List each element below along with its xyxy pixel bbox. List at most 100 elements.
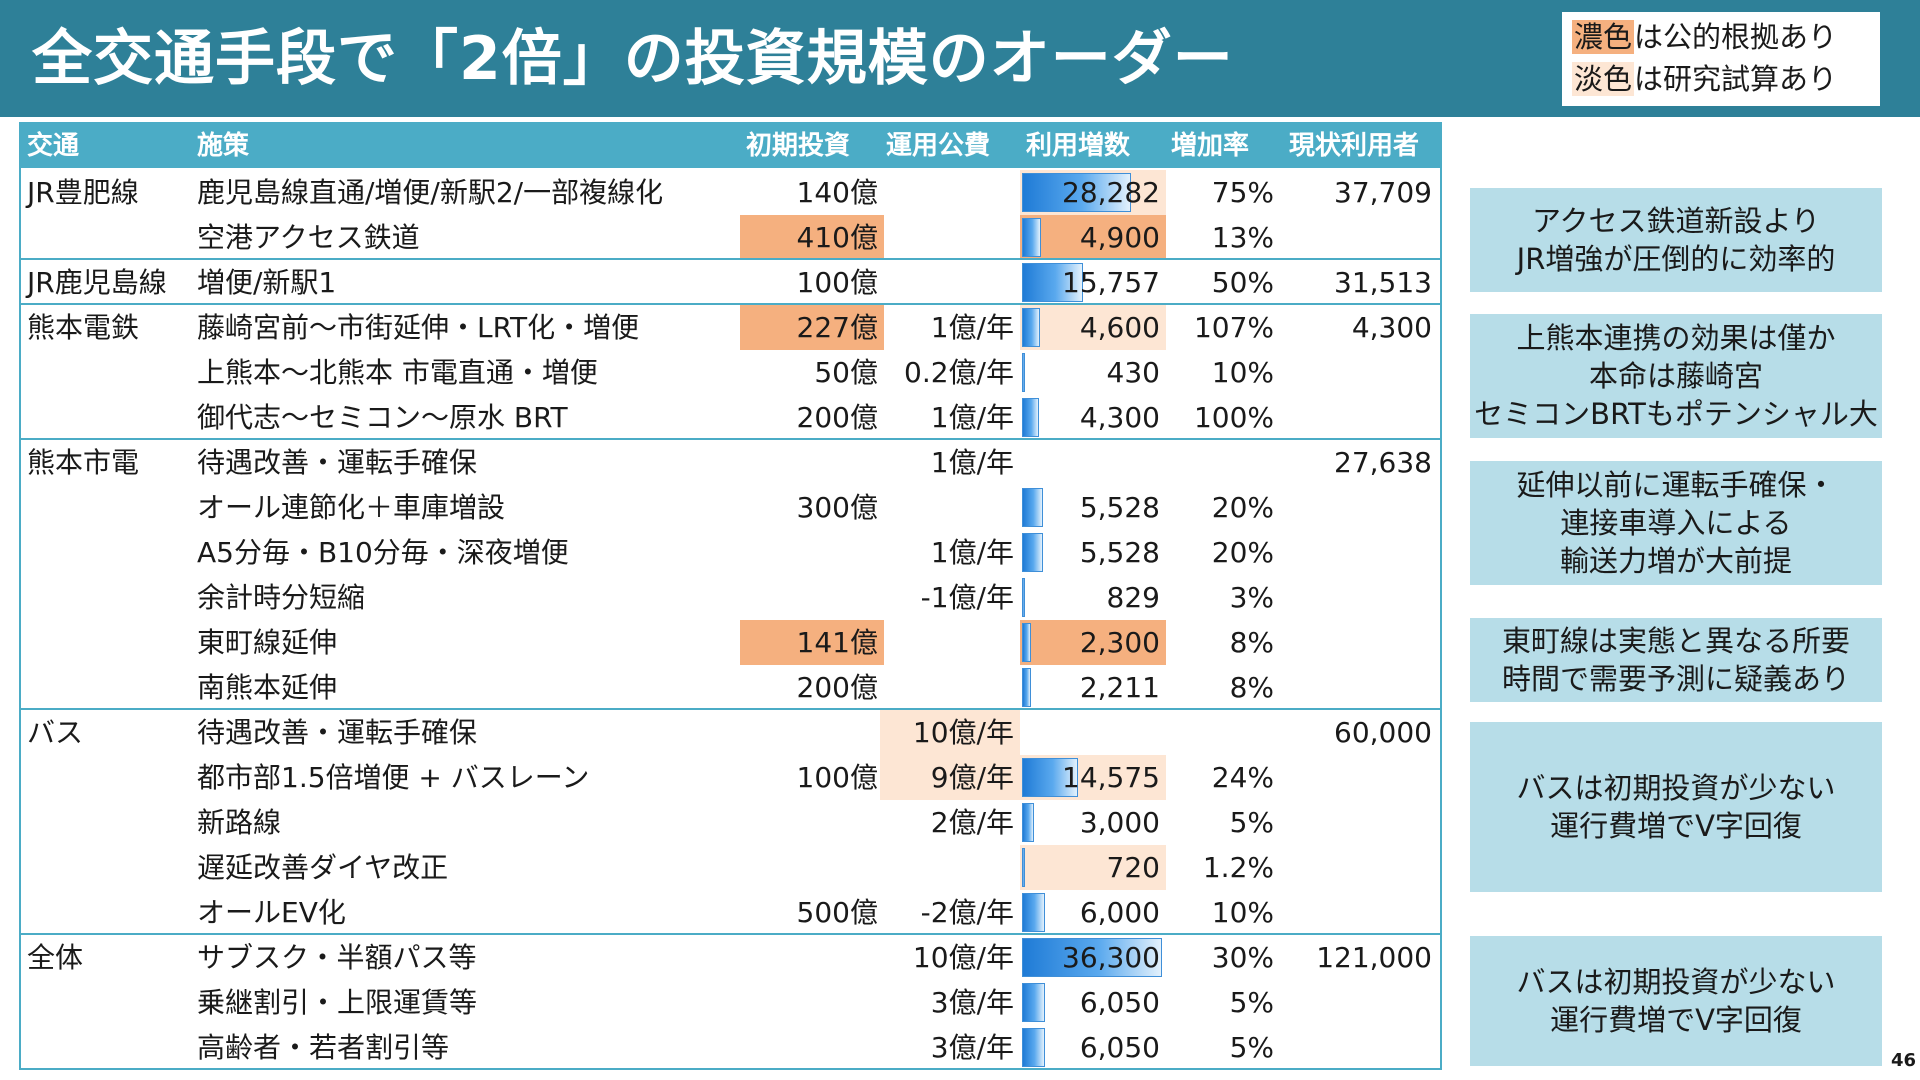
- policy-cell: オール連節化＋車庫増設: [197, 485, 505, 530]
- mode-cell-text: 熊本市電: [27, 446, 140, 479]
- policy-cell-text: 遅延改善ダイヤ改正: [197, 851, 449, 884]
- note-line: 運行費増でV字回復: [1550, 809, 1802, 843]
- mode-cell-text: JR鹿児島線: [27, 266, 167, 299]
- policy-cell: 東町線延伸: [197, 620, 337, 665]
- mode-cell-text: 熊本電鉄: [27, 311, 140, 344]
- table-row: 上熊本～北熊本 市電直通・増便 50億 0.2億/年 430 10%: [21, 350, 1440, 395]
- note-line: 輸送力増が大前提: [1559, 544, 1792, 578]
- user-increase-cell: 5,528: [1020, 530, 1166, 575]
- current-users-cell: [1280, 800, 1438, 845]
- policy-cell-text: 東町線延伸: [197, 626, 338, 659]
- group-divider: [21, 258, 1440, 260]
- user-increase-cell-text: 720: [1106, 851, 1160, 884]
- initial-investment-cell: 200億: [740, 395, 884, 440]
- operating-cost-cell-text: 1億/年: [930, 401, 1014, 434]
- policy-cell: 新路線: [197, 800, 281, 845]
- user-increase-bar: [1022, 398, 1039, 437]
- current-users-cell: [1280, 980, 1438, 1025]
- policy-cell-text: 待遇改善・運転手確保: [197, 446, 478, 479]
- policy-cell: A5分毎・B10分毎・深夜増便: [197, 530, 569, 575]
- table-row: JR豊肥線 鹿児島線直通/増便/新駅2/一部複線化 140億 28,282 75% 37,…: [21, 170, 1440, 215]
- current-users-cell: [1280, 620, 1438, 665]
- table-header: 交通 施策 初期投資 運用公費 利用増数 増加率 現状利用者: [21, 124, 1440, 168]
- group-divider: [21, 438, 1440, 440]
- initial-investment-cell-text: 410億: [796, 221, 878, 254]
- increase-rate-cell-text: 5%: [1229, 806, 1274, 839]
- operating-cost-cell-text: 2億/年: [930, 806, 1014, 839]
- policy-cell-text: 乗継割引・上限運賃等: [197, 986, 478, 1019]
- policy-cell: 増便/新駅1: [197, 260, 336, 305]
- operating-cost-cell: 10億/年: [880, 710, 1020, 755]
- table-row: オールEV化 500億 -2億/年 6,000 10%: [21, 890, 1440, 935]
- operating-cost-cell: 3億/年: [880, 980, 1020, 1025]
- increase-rate-cell: 50%: [1166, 260, 1280, 305]
- current-users-cell: [1280, 1025, 1438, 1070]
- policy-cell: 鹿児島線直通/増便/新駅2/一部複線化: [197, 170, 663, 215]
- policy-cell-text: A5分毎・B10分毎・深夜増便: [197, 536, 569, 569]
- note-line: 本命は藤崎宮: [1588, 359, 1763, 393]
- user-increase-bar: [1022, 218, 1041, 257]
- increase-rate-cell-text: 1.2%: [1202, 851, 1274, 884]
- page-title: 全交通手段で「2倍」の投資規模のオーダー: [32, 24, 1234, 94]
- increase-rate-cell-text: 13%: [1211, 221, 1274, 254]
- user-increase-cell-text: 28,282: [1062, 176, 1160, 209]
- user-increase-cell: [1020, 440, 1166, 485]
- table-row: 高齢者・若者割引等 3億/年 6,050 5%: [21, 1025, 1440, 1070]
- user-increase-cell-text: 2,300: [1079, 626, 1160, 659]
- policy-cell: 御代志～セミコン～原水 BRT: [197, 395, 568, 440]
- initial-investment-cell-text: 227億: [796, 311, 878, 344]
- increase-rate-cell-text: 20%: [1211, 491, 1274, 524]
- operating-cost-cell-text: 1億/年: [930, 311, 1014, 344]
- increase-rate-cell-text: 5%: [1229, 986, 1274, 1019]
- increase-rate-cell-text: 3%: [1229, 581, 1274, 614]
- policy-cell-text: 藤崎宮前～市街延伸・LRT化・増便: [197, 311, 640, 344]
- note-box: バスは初期投資が少ない 運行費増でV字回復: [1470, 722, 1882, 892]
- increase-rate-cell-text: 5%: [1229, 1031, 1274, 1064]
- increase-rate-cell-text: 8%: [1229, 671, 1274, 704]
- user-increase-cell: 36,300: [1020, 935, 1166, 980]
- current-users-cell: [1280, 395, 1438, 440]
- operating-cost-cell-text: 10億/年: [912, 941, 1014, 974]
- current-users-cell-text: 121,000: [1316, 941, 1432, 974]
- investment-table: 交通 施策 初期投資 運用公費 利用増数 増加率 現状利用者 JR豊肥線 鹿児島線…: [19, 122, 1442, 1070]
- policy-cell-text: 余計時分短縮: [197, 581, 366, 614]
- note-box: 東町線は実態と異なる所要 時間で需要予測に疑義あり: [1470, 618, 1882, 702]
- user-increase-cell-text: 14,575: [1062, 761, 1160, 794]
- table-row: 余計時分短縮 -1億/年 829 3%: [21, 575, 1440, 620]
- current-users-cell: [1280, 845, 1438, 890]
- user-increase-cell: 6,050: [1020, 1025, 1166, 1070]
- current-users-cell: [1280, 485, 1438, 530]
- legend-key-light: 淡色: [1572, 62, 1635, 96]
- note-box: 上熊本連携の効果は僅か 本命は藤崎宮 セミコンBRTもポテンシャル大: [1470, 314, 1882, 438]
- user-increase-bar: [1022, 668, 1031, 707]
- initial-investment-cell: [740, 845, 884, 890]
- mode-cell: JR鹿児島線: [27, 260, 167, 305]
- table-row: 空港アクセス鉄道 410億 4,900 13%: [21, 215, 1440, 260]
- operating-cost-cell-text: 3億/年: [930, 1031, 1014, 1064]
- user-increase-cell-text: 5,528: [1079, 536, 1160, 569]
- mode-cell-text: 全体: [27, 941, 84, 974]
- policy-cell-text: 空港アクセス鉄道: [197, 221, 420, 254]
- mode-cell-text: バス: [27, 716, 84, 749]
- user-increase-cell-text: 4,900: [1079, 221, 1160, 254]
- mode-cell: 熊本市電: [27, 440, 139, 485]
- user-increase-bar: [1022, 353, 1025, 392]
- table-row: 遅延改善ダイヤ改正 720 1.2%: [21, 845, 1440, 890]
- user-increase-cell: 3,000: [1020, 800, 1166, 845]
- increase-rate-cell: 107%: [1166, 305, 1280, 350]
- table-row: 新路線 2億/年 3,000 5%: [21, 800, 1440, 845]
- policy-cell-text: 御代志～セミコン～原水 BRT: [197, 401, 568, 434]
- initial-investment-cell: 141億: [740, 620, 884, 665]
- policy-cell: 上熊本～北熊本 市電直通・増便: [197, 350, 598, 395]
- user-increase-cell: 14,575: [1020, 755, 1166, 800]
- initial-investment-cell-text: 100億: [796, 761, 878, 794]
- initial-investment-cell: [740, 530, 884, 575]
- policy-cell: 余計時分短縮: [197, 575, 365, 620]
- user-increase-cell-text: 430: [1106, 356, 1160, 389]
- operating-cost-cell-text: 9億/年: [930, 761, 1014, 794]
- increase-rate-cell: 3%: [1166, 575, 1280, 620]
- current-users-cell: [1280, 350, 1438, 395]
- increase-rate-cell-text: 8%: [1229, 626, 1274, 659]
- operating-cost-cell: [880, 215, 1020, 260]
- user-increase-bar: [1022, 893, 1045, 932]
